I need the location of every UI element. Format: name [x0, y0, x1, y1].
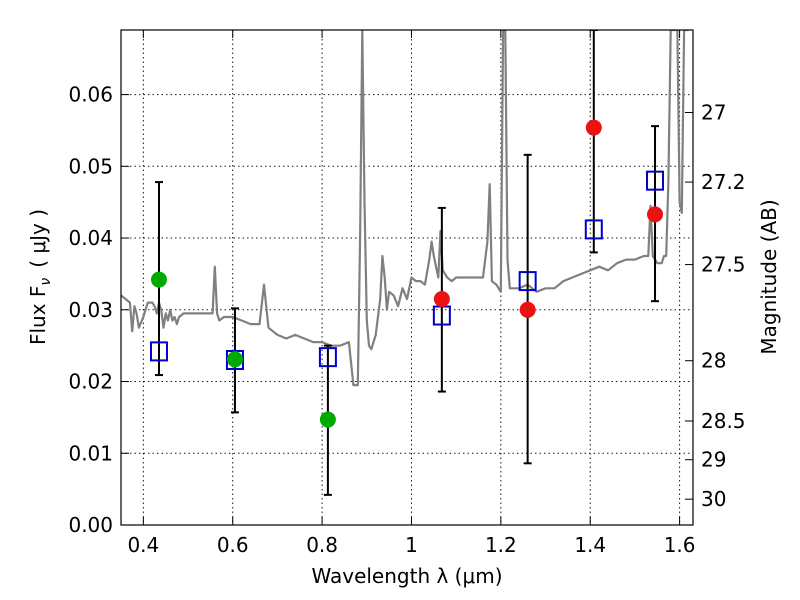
y2-tick-label: 27.5 [701, 253, 746, 277]
y2-tick-label: 28.5 [701, 409, 746, 433]
y2-axis-label-group: Magnitude (AB) [757, 199, 781, 354]
y2-tick-label: 28 [701, 349, 726, 373]
model-square-point [584, 219, 603, 240]
svg-text:Flux Fν( μJy ): Flux Fν ( μJy ) [26, 209, 54, 345]
x-tick-label: 0.8 [306, 533, 338, 557]
y-tick-label: 0.06 [68, 83, 113, 107]
y2-tick-label: 29 [701, 448, 726, 472]
model-square-point [318, 347, 337, 368]
grid-layer [121, 30, 693, 526]
y2-tick-label: 30 [701, 487, 726, 511]
x-tick-label: 1.4 [574, 533, 606, 557]
y-tick-label: 0.05 [68, 154, 113, 178]
x-tick-label: 1 [405, 533, 418, 557]
y-axis-label-group: Flux Fν ( μJy ) [26, 209, 54, 345]
y-axis-label-unit: ( μJy ) [26, 209, 50, 268]
y-tick-label: 0.03 [68, 298, 113, 322]
observed-point [150, 271, 167, 288]
y2-tick-label: 27 [701, 101, 726, 125]
y2-tick-label: 27.2 [701, 170, 746, 194]
y-tick-label: 0.02 [68, 370, 113, 394]
observed-point [226, 351, 243, 368]
y-axis-label: Flux F [26, 286, 50, 345]
y2-axis-label: Magnitude (AB) [757, 199, 781, 354]
observed-point [647, 206, 664, 223]
ticks-layer: 0.4 0.6 0.8 1 1.2 1.4 1.6 0.00 0.01 0.02 0.03 0.04 0… [68, 30, 746, 557]
series-layer [121, 30, 689, 496]
y-tick-label: 0.04 [68, 226, 113, 250]
model-square-point [149, 341, 168, 362]
spectrum-line [121, 30, 689, 387]
y-axis-label-subscript: ν [38, 278, 54, 286]
model-square-point [518, 271, 537, 292]
x-tick-label: 1.2 [485, 533, 517, 557]
plot-frame [120, 29, 694, 526]
model-square-point [646, 170, 665, 191]
observed-point [585, 119, 602, 136]
model-square-point [225, 350, 244, 370]
x-tick-label: 0.4 [127, 533, 159, 557]
observed-point [319, 411, 336, 428]
plot-area [121, 30, 689, 496]
observed-point [519, 301, 536, 318]
x-tick-label: 0.6 [217, 533, 249, 557]
observed-point [433, 291, 450, 308]
x-tick-label: 1.6 [664, 533, 696, 557]
x-axis-label: Wavelength λ (μm) [311, 564, 502, 588]
y-tick-label: 0.00 [68, 513, 113, 537]
y-tick-label: 0.01 [68, 441, 113, 465]
